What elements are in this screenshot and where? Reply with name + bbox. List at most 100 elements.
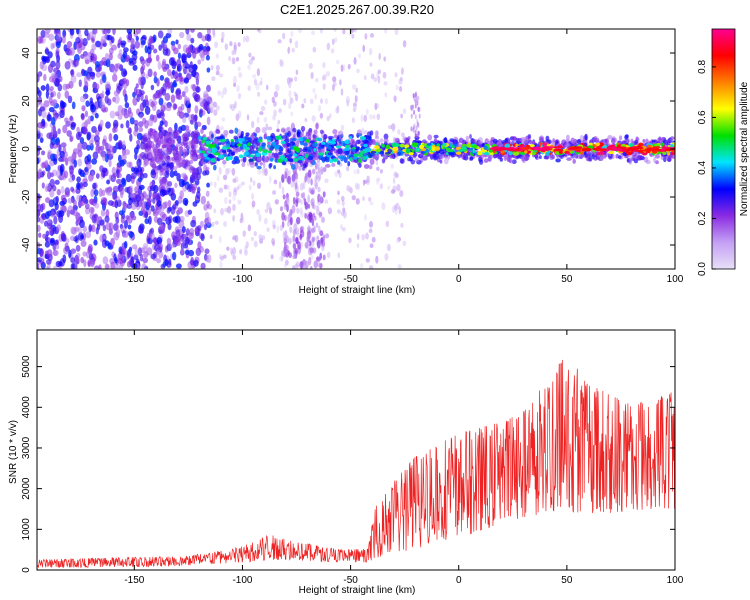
spectrogram-cell: [318, 152, 324, 156]
spectrogram-cell: [226, 205, 232, 214]
spectrogram-cell: [356, 68, 360, 74]
spectrogram-cell: [370, 73, 375, 80]
spectrogram-cell: [186, 129, 191, 134]
spectrogram-cell: [87, 244, 93, 253]
spectrogram-cell: [189, 61, 193, 69]
spectrogram-cell: [239, 249, 243, 255]
spectrogram-cell: [165, 185, 169, 192]
spectrogram-cell: [524, 155, 529, 162]
spectrogram-cell: [259, 237, 264, 244]
spectrogram-cell: [369, 158, 375, 165]
spectrogram-cell: [70, 186, 75, 192]
spectrogram-cell: [419, 144, 424, 149]
spectrogram-cell: [374, 130, 379, 138]
colorbar-label: Normalized spectral amplitude: [739, 81, 750, 216]
spectrogram-cell: [232, 75, 238, 84]
spectrogram-cell: [258, 234, 263, 239]
spectrogram-cell: [375, 160, 379, 166]
spectrogram-cell: [316, 149, 323, 154]
spectrogram-cell: [103, 234, 107, 241]
spectrogram-cell: [153, 71, 157, 78]
spectrogram-cell: [56, 91, 61, 100]
spectrogram-y-ticks: -40 -20 0 20 40: [21, 47, 675, 252]
spectrogram-cell: [286, 77, 291, 85]
spectrogram-cell: [400, 67, 404, 75]
spectrogram-cell: [187, 44, 192, 53]
spectrogram-cell: [434, 137, 437, 143]
spectrogram-cell: [104, 240, 110, 247]
spectrogram-cell: [166, 207, 171, 214]
spectrogram-cell: [220, 207, 224, 216]
spectrogram-cell: [251, 192, 254, 200]
spectrogram-cell: [184, 151, 189, 157]
spectrogram-cell: [379, 183, 383, 190]
spectrogram-cell: [119, 186, 125, 196]
spectrogram-cell: [287, 220, 290, 228]
spectrogram-cell: [418, 130, 420, 136]
spectrogram-cell: [244, 151, 250, 156]
spectrogram-cell: [147, 57, 152, 64]
spectrogram-cell: [51, 90, 57, 97]
spectrogram-cell: [458, 148, 463, 153]
spectrogram-cell: [114, 95, 120, 104]
spectrogram-cell: [134, 152, 138, 160]
spectrogram-cell: [172, 165, 178, 171]
spectrogram-cell: [234, 139, 239, 143]
spectrogram-cell: [216, 105, 220, 111]
spectrogram-cell: [100, 101, 106, 111]
spectrogram-cell: [321, 244, 325, 252]
spectrogram-cell: [222, 149, 227, 154]
spectrogram-cell: [395, 84, 399, 91]
spectrogram-cell: [147, 140, 153, 146]
spectrogram-cell: [277, 39, 282, 44]
spectrogram-cell: [360, 114, 364, 123]
spectrogram-cell: [132, 50, 138, 56]
spectrogram-cell: [238, 72, 243, 78]
spectrogram-cell: [198, 140, 202, 145]
spectrogram-cell: [412, 153, 417, 159]
spectrogram-cell: [152, 93, 158, 101]
spectrogram-cell: [166, 237, 172, 246]
spectrogram-cell: [87, 259, 91, 267]
spectrogram-cell: [288, 81, 292, 89]
spectrogram-cell: [251, 200, 256, 208]
spectrogram-cell: [105, 209, 110, 218]
snr-marks: [37, 359, 675, 569]
spectrogram-cell: [402, 108, 407, 115]
spectrogram-cell: [112, 29, 116, 35]
spectrogram-cell: [336, 209, 341, 214]
spectrogram-cell: [63, 44, 68, 52]
spectrogram-cell: [126, 261, 132, 268]
spectrogram-cell: [220, 90, 225, 99]
spectrogram-cell: [615, 146, 627, 149]
spectrogram-cell: [291, 163, 296, 170]
spectrogram-cell: [405, 148, 411, 154]
spectrogram-cell: [623, 138, 630, 145]
spectrogram-cell: [77, 142, 83, 152]
spectrogram-cell: [247, 142, 251, 147]
spectrogram-cell: [129, 185, 134, 194]
spectrogram-cell: [62, 254, 67, 264]
spectrogram-cell: [214, 220, 219, 225]
spectrogram-cell: [572, 158, 576, 164]
spectrogram-cell: [206, 67, 211, 73]
spectrogram-cell: [136, 158, 142, 168]
spectrogram-cell: [164, 120, 168, 128]
spectrogram-cell: [529, 144, 535, 148]
spectrogram-cell: [240, 137, 245, 142]
spectrogram-cell: [170, 243, 176, 249]
spectrogram-cell: [152, 34, 157, 43]
spectrogram-cell: [493, 148, 505, 151]
spectrogram-cell: [309, 265, 313, 269]
spectrogram-cell: [178, 162, 183, 168]
spectrogram-cell: [129, 231, 133, 239]
spectrogram-cell: [232, 194, 236, 202]
spectrogram-cell: [507, 148, 516, 152]
spectrogram-cell: [124, 93, 128, 103]
spectrogram-cell: [604, 144, 608, 150]
y-tick-label: 3000: [21, 436, 32, 459]
spectrogram-cell: [273, 179, 278, 185]
spectrogram-cell: [339, 79, 342, 86]
spectrogram-cell: [394, 172, 399, 179]
spectrogram-cell: [46, 222, 53, 230]
